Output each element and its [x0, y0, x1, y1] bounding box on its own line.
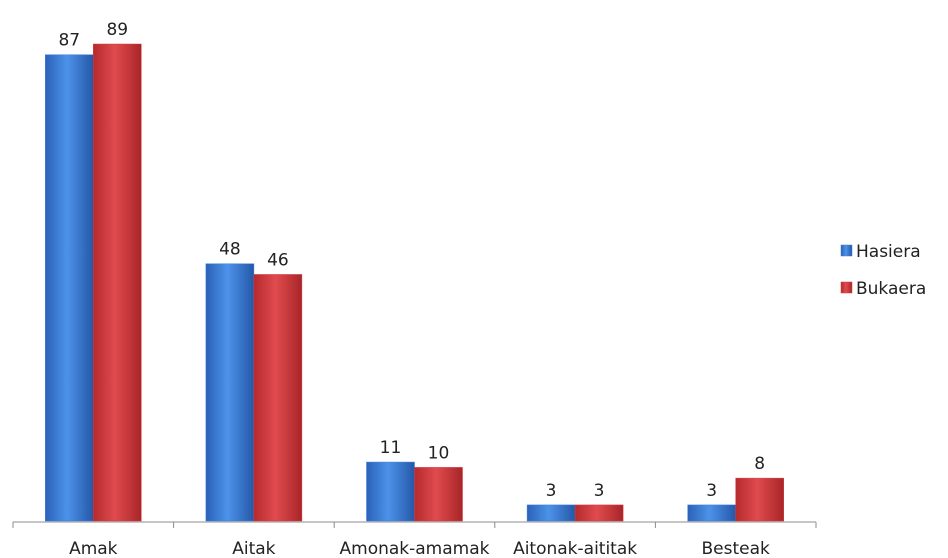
category-label-aitonak-aititak: Aitonak-aititak — [513, 539, 637, 558]
bar-aitonak-aititak-bukaera — [574, 504, 624, 522]
legend-swatch-hasiera — [840, 244, 853, 257]
value-label-besteak-hasiera: 3 — [706, 481, 717, 501]
value-label-aitonak-aititak-hasiera: 3 — [546, 481, 557, 501]
category-label-besteak: Besteak — [702, 539, 771, 558]
bar-amak-bukaera — [93, 43, 142, 522]
value-label-amonak-amamak-bukaera: 10 — [428, 443, 450, 463]
category-label-aitak: Aitak — [232, 539, 275, 558]
bar-amonak-amamak-hasiera — [366, 461, 415, 522]
bar-aitak-hasiera — [205, 263, 255, 522]
category-label-amonak-amamak: Amonak-amamak — [340, 539, 490, 558]
value-label-amak-hasiera: 87 — [58, 31, 80, 51]
value-label-aitak-bukaera: 46 — [267, 250, 289, 270]
bar-amonak-amamak-bukaera — [414, 467, 463, 522]
bar-amak-hasiera — [45, 54, 94, 522]
bar-aitak-bukaera — [253, 274, 303, 522]
category-labels-layer: Amak Aitak Amonak-amamak Aitonak-aititak Bes… — [69, 539, 770, 558]
legend-swatch-bukaera — [840, 281, 853, 294]
x-axis-ticks — [12, 522, 817, 528]
bar-besteak-bukaera — [735, 477, 784, 522]
bars-layer — [45, 43, 784, 522]
bar-aitonak-aititak-hasiera — [526, 504, 576, 522]
value-labels-layer: 87 89 48 46 11 10 3 3 3 8 — [58, 20, 765, 501]
value-label-amonak-amamak-hasiera: 11 — [380, 438, 402, 458]
value-label-aitak-hasiera: 48 — [219, 240, 241, 260]
value-label-aitonak-aititak-bukaera: 3 — [594, 481, 605, 501]
value-label-amak-bukaera: 89 — [106, 20, 128, 40]
legend-label-hasiera: Hasiera — [856, 242, 921, 262]
bar-besteak-hasiera — [687, 504, 736, 522]
legend-label-bukaera: Bukaera — [856, 279, 926, 299]
value-label-besteak-bukaera: 8 — [754, 454, 765, 474]
legend: Hasiera Bukaera — [840, 242, 926, 299]
category-label-amak: Amak — [69, 539, 118, 558]
